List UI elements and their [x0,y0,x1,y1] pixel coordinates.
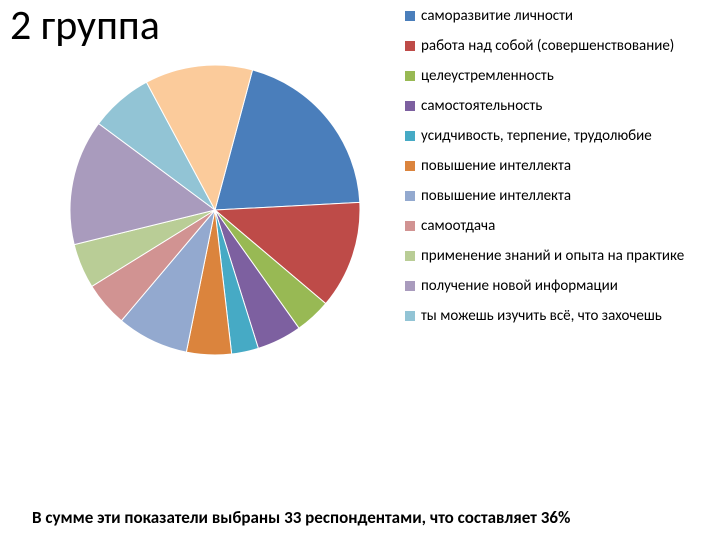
legend-marker [405,311,415,321]
legend-item: применение знаний и опыта на практике [405,247,705,265]
legend-label: работа над собой (совершенствование) [421,37,705,55]
legend-marker [405,251,415,261]
legend-item: усидчивость, терпение, трудолюбие [405,127,705,145]
legend-label: усидчивость, терпение, трудолюбие [421,127,705,145]
chart-legend: саморазвитие личности работа над собой (с… [405,7,705,337]
legend-marker [405,221,415,231]
legend-item: самостоятельность [405,97,705,115]
legend-marker [405,131,415,141]
legend-marker [405,161,415,171]
legend-label: повышение интеллекта [421,157,705,175]
legend-marker [405,281,415,291]
legend-item: получение новой информации [405,277,705,295]
legend-label: саморазвитие личности [421,7,705,25]
legend-marker [405,191,415,201]
legend-label: повышение интеллекта [421,187,705,205]
legend-item: повышение интеллекта [405,157,705,175]
legend-marker [405,71,415,81]
legend-item: саморазвитие личности [405,7,705,25]
legend-item: целеустремленность [405,67,705,85]
legend-item: повышение интеллекта [405,187,705,205]
legend-item: самоотдача [405,217,705,235]
legend-marker [405,101,415,111]
legend-item: ты можешь изучить всё, что захочешь [405,307,705,325]
legend-marker [405,11,415,21]
footer-summary: В сумме эти показатели выбраны 33 респон… [32,507,692,528]
legend-label: получение новой информации [421,277,705,295]
legend-marker [405,41,415,51]
page-title: 2 группа [10,0,160,51]
legend-item: работа над собой (совершенствование) [405,37,705,55]
legend-label: целеустремленность [421,67,705,85]
pie-chart [60,55,370,365]
legend-label: применение знаний и опыта на практике [421,247,705,265]
legend-label: самоотдача [421,217,705,235]
legend-label: самостоятельность [421,97,705,115]
legend-label: ты можешь изучить всё, что захочешь [421,307,705,325]
